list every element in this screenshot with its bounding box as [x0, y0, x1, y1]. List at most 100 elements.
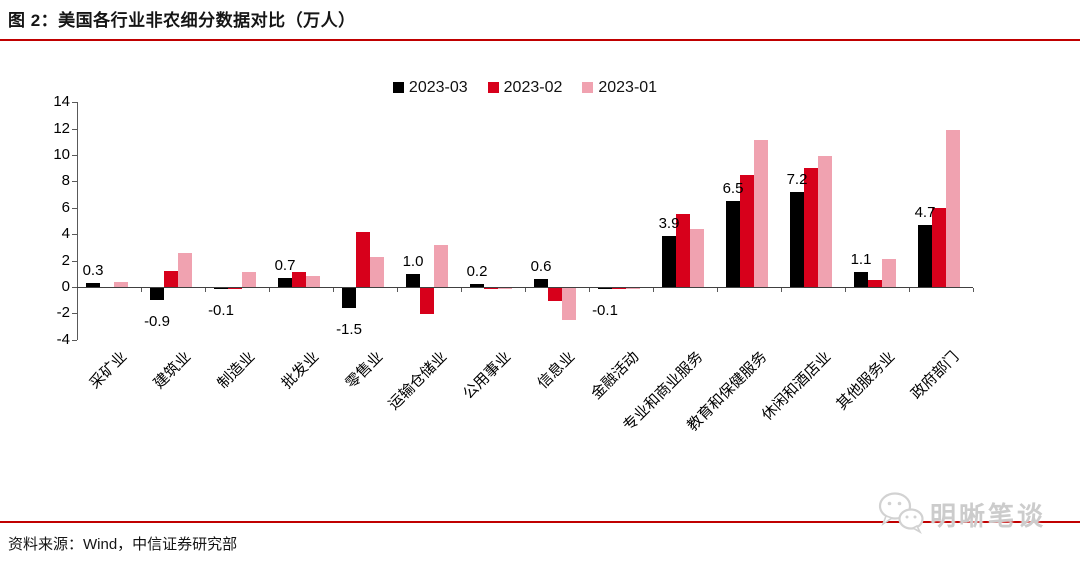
- bar-2023-03: [726, 201, 740, 287]
- y-axis-tick: [72, 339, 77, 341]
- y-axis-tick: [72, 207, 77, 209]
- data-label: 6.5: [722, 180, 744, 198]
- bar-2023-02: [164, 271, 178, 287]
- bar-2023-03: [790, 191, 804, 287]
- data-label: -0.9: [144, 312, 170, 330]
- legend-item-2023-01: 2023-01: [582, 79, 657, 97]
- figure-title: 图 2：美国各行业非农细分数据对比（万人）: [8, 11, 356, 30]
- y-axis-label: 12: [53, 119, 70, 137]
- bar-2023-01: [818, 156, 832, 287]
- watermark: 明晰笔谈: [876, 490, 1046, 539]
- bar-2023-03: [470, 284, 484, 287]
- bar-2023-03: [86, 283, 100, 287]
- legend-swatch: [487, 82, 499, 93]
- y-axis-label: 0: [61, 278, 70, 295]
- bar-2023-03: [406, 273, 420, 287]
- source-note: 资料来源：Wind，中信证券研究部: [8, 536, 238, 553]
- bar-2023-01: [306, 276, 320, 287]
- x-axis-label: 金融活动: [587, 348, 643, 403]
- x-axis-label: 采矿业: [86, 348, 131, 393]
- y-axis-label: -2: [56, 304, 70, 322]
- data-label: -1.5: [336, 320, 362, 338]
- legend-item-2023-02: 2023-02: [487, 79, 563, 97]
- data-label: 1.0: [402, 252, 424, 270]
- bar-2023-03: [214, 288, 228, 290]
- y-axis-label: 14: [53, 93, 70, 111]
- bar-2023-01: [434, 244, 448, 287]
- x-axis-tick: [653, 288, 654, 292]
- bar-2023-02: [676, 214, 690, 287]
- chart-legend: 2023-03 2023-02 2023-01: [77, 79, 973, 97]
- bar-2023-01: [882, 259, 896, 287]
- x-axis-label: 制造业: [214, 348, 259, 393]
- y-axis-label: 6: [61, 198, 70, 216]
- x-axis-tick: [525, 288, 526, 292]
- x-axis-tick: [333, 288, 334, 292]
- bar-2023-02: [292, 272, 306, 287]
- bar-2023-01: [498, 288, 512, 290]
- bar-2023-02: [420, 288, 434, 315]
- x-axis-label: 政府部门: [907, 348, 963, 403]
- x-axis-tick: [909, 288, 910, 292]
- footer-divider-line: [0, 521, 1080, 523]
- data-label: 4.7: [914, 203, 936, 221]
- y-axis-label: -4: [56, 330, 70, 348]
- bar-2023-01: [114, 281, 128, 287]
- bar-2023-03: [662, 235, 676, 287]
- y-axis-line: [77, 102, 78, 340]
- x-axis-label: 公用事业: [459, 348, 515, 403]
- legend-label: 2023-03: [408, 79, 468, 96]
- x-axis-tick: [717, 288, 718, 292]
- bar-2023-03: [918, 224, 932, 287]
- bar-2023-01: [178, 252, 192, 287]
- legend-label: 2023-01: [598, 79, 658, 96]
- data-label: -0.1: [208, 302, 234, 320]
- x-axis-tick: [141, 288, 142, 292]
- data-label: -0.1: [592, 302, 618, 320]
- y-axis-tick: [72, 181, 77, 183]
- data-label: 0.7: [274, 256, 296, 274]
- legend-label: 2023-02: [503, 79, 563, 96]
- bar-2023-02: [740, 174, 754, 287]
- x-axis-tick: [461, 288, 462, 292]
- data-label: 0.3: [82, 262, 104, 280]
- bar-2023-01: [370, 256, 384, 287]
- watermark-text: 明晰笔谈: [930, 501, 1047, 531]
- x-axis-label: 休闲和酒店业: [758, 348, 835, 424]
- bar-2023-03: [150, 288, 164, 300]
- x-axis-tick: [205, 288, 206, 292]
- x-axis-label: 零售业: [342, 348, 387, 393]
- bar-2023-02: [868, 280, 882, 287]
- bar-2023-02: [484, 288, 498, 290]
- bar-2023-03: [342, 288, 356, 308]
- legend-item-2023-03: 2023-03: [392, 79, 468, 97]
- bar-2023-02: [804, 168, 818, 287]
- legend-swatch: [392, 82, 404, 93]
- bar-2023-02: [228, 288, 242, 290]
- bar-2023-01: [946, 129, 960, 287]
- bar-2023-02: [548, 288, 562, 302]
- bar-2023-02: [612, 288, 626, 290]
- y-axis-tick: [72, 260, 77, 262]
- data-label: 0.6: [530, 258, 552, 276]
- x-axis-tick: [973, 288, 974, 292]
- x-axis-tick: [845, 288, 846, 292]
- x-axis-tick: [589, 288, 590, 292]
- data-label: 0.2: [466, 263, 488, 281]
- bar-2023-02: [356, 231, 370, 287]
- x-axis-label: 批发业: [278, 348, 323, 393]
- data-label: 1.1: [850, 251, 872, 269]
- y-axis-tick: [72, 128, 77, 130]
- bar-2023-01: [690, 228, 704, 287]
- x-axis-line: [77, 287, 973, 288]
- y-axis-tick: [72, 287, 77, 288]
- bar-2023-02: [932, 207, 946, 287]
- x-axis-label: 其他服务业: [833, 348, 899, 414]
- x-axis-label: 信息业: [534, 348, 579, 393]
- bar-chart: -4 -2 0 2 4 6 8 10 12 14 0.3 -0.9 -0.1 0.7 -1.5 1.0 0.2 0…: [53, 93, 974, 435]
- x-axis-tick: [269, 288, 270, 292]
- title-divider-line: [0, 39, 1080, 41]
- bar-2023-01: [242, 272, 256, 287]
- y-axis-tick: [72, 102, 77, 104]
